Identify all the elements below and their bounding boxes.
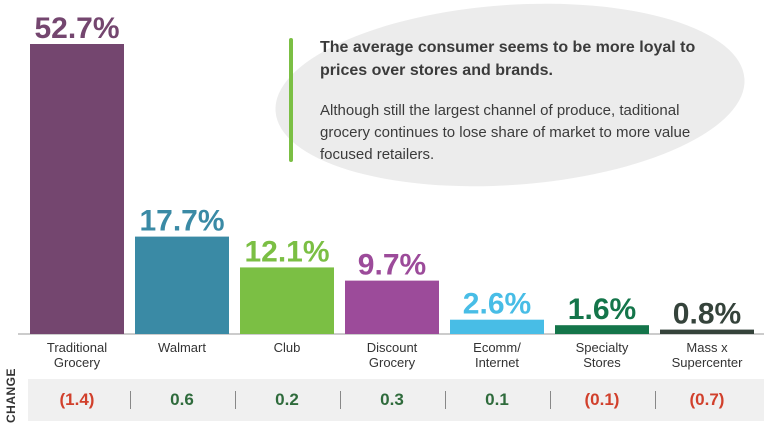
category-label-line: Walmart [158, 340, 206, 355]
category-label-line: Club [274, 340, 301, 355]
change-value: 0.3 [380, 390, 404, 409]
category-label-line: Mass x [686, 340, 728, 355]
bar [30, 44, 124, 334]
change-separator [235, 391, 236, 409]
change-value: (1.4) [59, 390, 95, 409]
change-separator [550, 391, 551, 409]
category-label-line: Stores [583, 355, 621, 370]
change-value: 0.6 [170, 390, 194, 409]
category-label-line: Supercenter [672, 355, 743, 370]
bar-value-label: 2.6% [463, 288, 531, 321]
bar [135, 236, 229, 334]
category-label: Mass x Supercenter [672, 340, 743, 370]
category-label: Traditional Grocery [47, 340, 107, 370]
bar-value-label: 17.7% [139, 205, 224, 238]
bar-chart: 52.7%Traditional Grocery17.7%Walmart12.1%… [18, 12, 764, 370]
bar-value-label: 1.6% [568, 293, 636, 326]
change-value: (0.1) [584, 390, 620, 409]
category-label: Club [274, 340, 301, 355]
category-label: Walmart [158, 340, 206, 355]
change-separator [655, 391, 656, 409]
bar [450, 319, 544, 334]
category-label-line: Discount [367, 340, 418, 355]
change-value: 0.2 [275, 390, 299, 409]
category-label: Specialty Stores [576, 340, 629, 370]
change-separator [130, 391, 131, 409]
category-label: Discount Grocery [367, 340, 418, 370]
callout-headline: The average consumer seems to be more lo… [320, 39, 696, 79]
category-label: Ecomm/Internet [473, 340, 521, 370]
callout-accent-bar [289, 38, 293, 162]
change-strip [28, 379, 764, 421]
bar [345, 280, 439, 334]
change-value: 0.1 [485, 390, 509, 409]
change-title: CHANGE [4, 367, 18, 423]
callout-body: Although still the largest channel of pr… [320, 102, 691, 163]
category-label-line: Internet [475, 355, 519, 370]
change-value: (0.7) [689, 390, 725, 409]
bar [555, 325, 649, 334]
bar-value-label: 0.8% [673, 298, 741, 331]
bar [660, 329, 754, 334]
category-label-line: Specialty [576, 340, 629, 355]
category-label-line: Ecomm/ [473, 340, 521, 355]
category-label-line: Traditional [47, 340, 107, 355]
change-separator [445, 391, 446, 409]
category-label-line: Grocery [369, 355, 416, 370]
change-separator [340, 391, 341, 409]
bar-value-label: 52.7% [34, 12, 119, 45]
category-label-line: Grocery [54, 355, 101, 370]
bar-value-label: 12.1% [244, 235, 329, 268]
bar-value-label: 9.7% [358, 249, 426, 282]
bar [240, 267, 334, 334]
